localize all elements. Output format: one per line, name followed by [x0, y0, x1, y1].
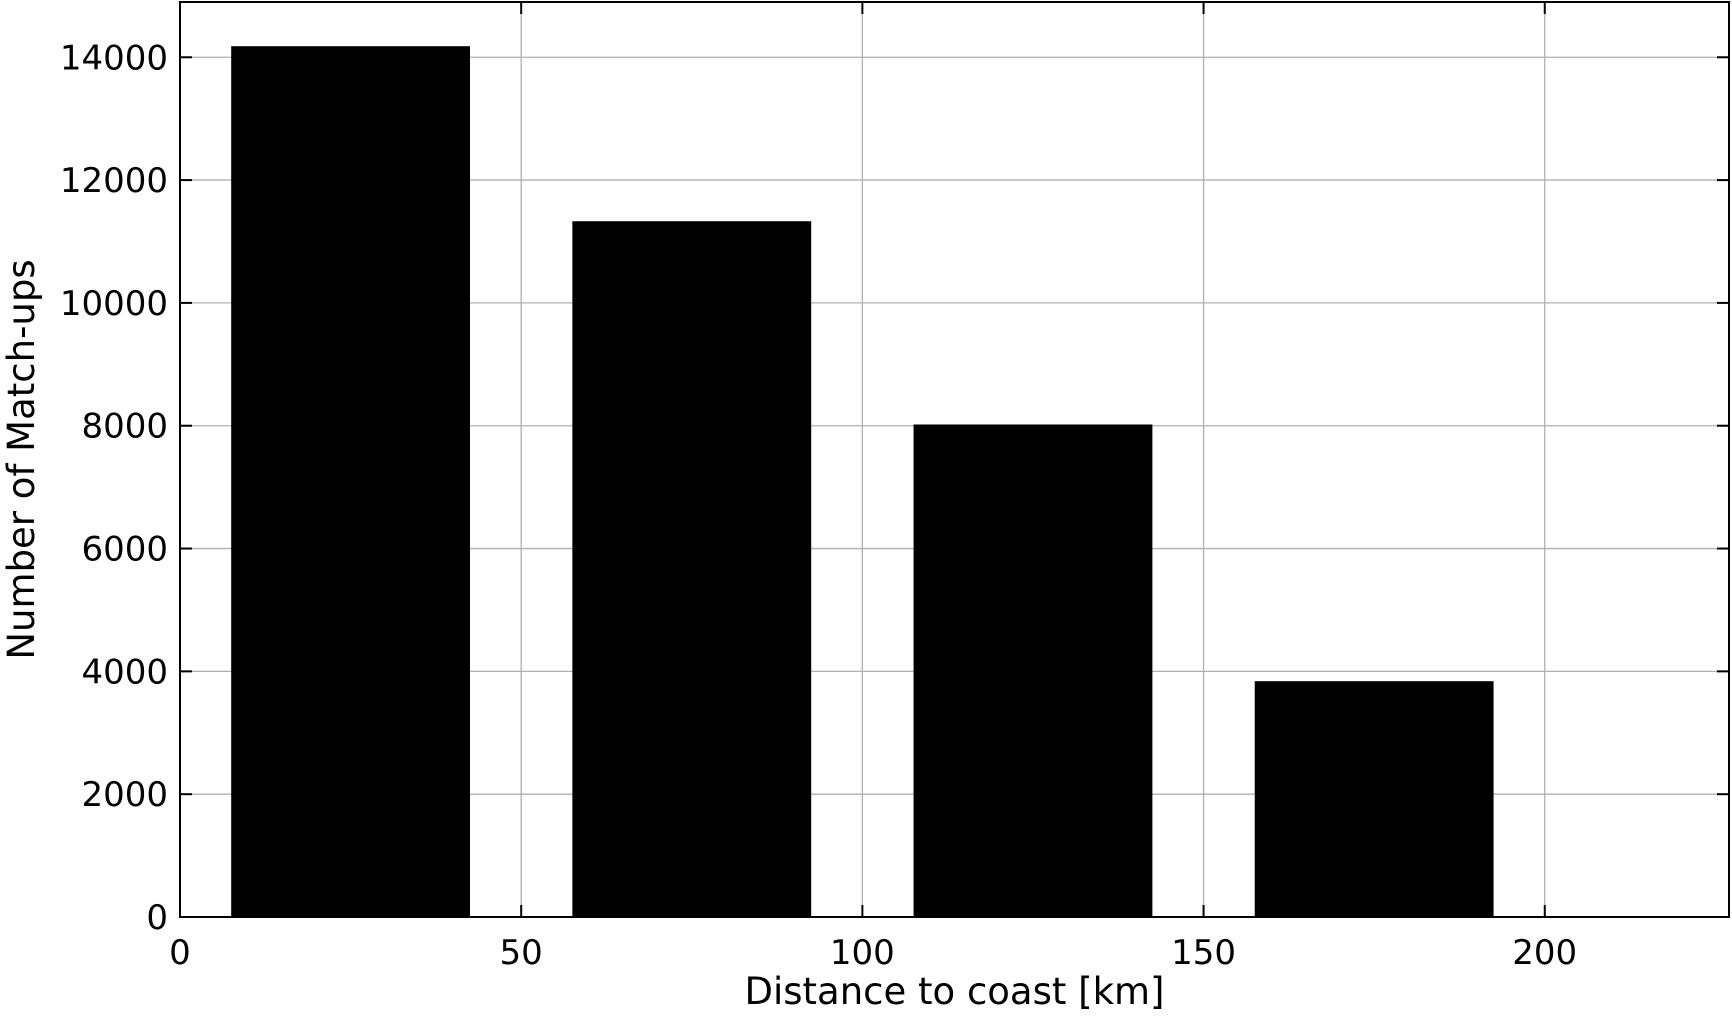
y-tick-label: 0: [146, 898, 168, 938]
x-axis-label: Distance to coast [km]: [745, 970, 1165, 1013]
x-tick-label: 100: [830, 933, 895, 973]
x-tick-label: 0: [169, 933, 191, 973]
plot-frame: [179, 1, 1730, 918]
bar: [1254, 681, 1494, 917]
bar: [913, 424, 1153, 917]
y-axis-label: Number of Match-ups: [0, 259, 43, 659]
y-tick-label: 6000: [81, 530, 168, 570]
y-tick-label: 12000: [60, 161, 168, 201]
y-tick-label: 14000: [60, 38, 168, 78]
y-tick-label: 4000: [81, 652, 168, 692]
x-tick-label: 200: [1512, 933, 1577, 973]
y-tick-label: 10000: [60, 284, 168, 324]
bar: [572, 221, 812, 917]
x-tick-label: 150: [1171, 933, 1236, 973]
bar: [231, 46, 471, 917]
bars: [231, 46, 1494, 917]
tick-labels: 0 50 100 150 2000200040006000800010000120001…: [60, 38, 1577, 973]
y-tick-label: 2000: [81, 775, 168, 815]
x-tick-label: 50: [500, 933, 543, 973]
y-tick-label: 8000: [81, 407, 168, 447]
